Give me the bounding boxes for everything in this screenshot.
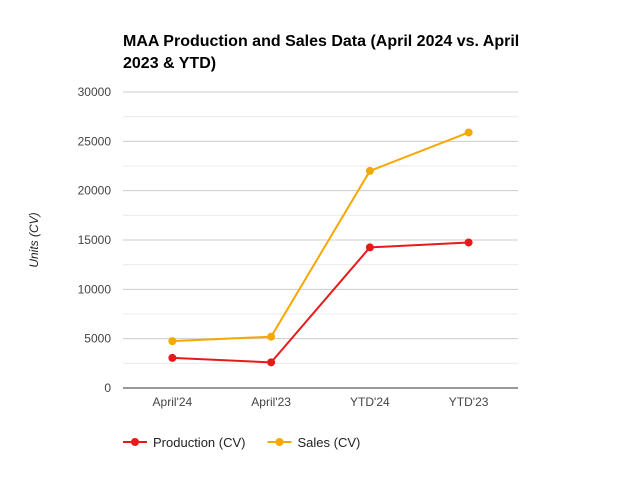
data-point <box>464 128 473 137</box>
series-line <box>172 131 469 343</box>
series-0 <box>168 238 473 367</box>
y-tick-label: 25000 <box>78 134 112 148</box>
data-point <box>464 238 473 247</box>
y-axis-title: Units (CV) <box>27 212 41 267</box>
x-tick-label: YTD'24 <box>350 395 390 409</box>
data-point <box>267 358 276 367</box>
legend-label: Production (CV) <box>153 435 245 450</box>
data-point <box>168 353 177 362</box>
legend-item: Sales (CV) <box>267 435 360 450</box>
x-tick-label: YTD'23 <box>449 395 489 409</box>
series <box>168 128 473 367</box>
legend-swatch-dot <box>131 438 139 446</box>
legend-swatch-dot <box>275 438 284 446</box>
y-tick-label: 0 <box>104 381 111 395</box>
data-point <box>365 166 374 175</box>
y-tick-label: 10000 <box>78 282 112 296</box>
gridlines <box>123 91 518 364</box>
legend-item: Production (CV) <box>123 435 245 450</box>
y-tick-label: 20000 <box>78 184 112 198</box>
legend: Production (CV) Sales (CV) <box>123 435 360 450</box>
data-point <box>168 337 177 346</box>
chart-title: MAA Production and Sales Data (April 202… <box>123 33 520 72</box>
axes: 0 5000 10000 15000 20000 25000 30000 April'24 Ap… <box>27 85 518 409</box>
series-1 <box>168 128 473 346</box>
y-tick-label: 5000 <box>84 332 111 346</box>
series-line <box>172 241 469 364</box>
legend-label: Sales (CV) <box>297 435 360 450</box>
x-tick-label: April'23 <box>251 395 291 409</box>
data-point <box>365 243 374 252</box>
y-tick-label: 15000 <box>78 233 112 247</box>
x-tick-label: April'24 <box>153 395 193 409</box>
y-tick-label: 30000 <box>78 85 112 99</box>
data-point <box>267 332 276 341</box>
